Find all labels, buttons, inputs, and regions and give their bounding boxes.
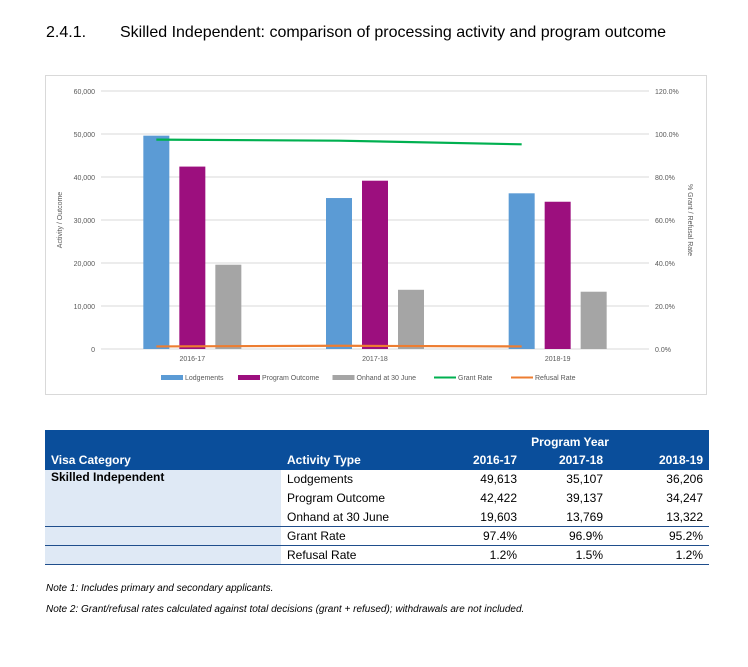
combo-chart: 0 10,000 20,000 30,000 40,000 50,000 60,000 0.0… xyxy=(57,89,693,382)
visa-category-header: Visa Category xyxy=(45,450,281,470)
year-header: 2017-18 xyxy=(523,450,609,470)
y-tick-label: 10,000 xyxy=(74,304,96,311)
program-year-header: Program Year xyxy=(431,431,709,451)
legend-label: Program Outcome xyxy=(262,375,319,382)
activity-type-header: Activity Type xyxy=(281,450,431,470)
value-cell: 97.4% xyxy=(431,526,523,546)
y-axis-title: Activity / Outcome xyxy=(57,192,64,249)
activity-cell: Program Outcome xyxy=(287,491,386,505)
bar xyxy=(143,135,170,349)
table-row: Program Outcome 42,422 39,137 34,247 xyxy=(45,489,709,508)
chart-container: 0 10,000 20,000 30,000 40,000 50,000 60,000 0.0… xyxy=(45,75,707,395)
bar xyxy=(580,291,607,349)
header-spacer xyxy=(45,431,281,451)
bar xyxy=(362,180,388,349)
visa-category-cell xyxy=(45,545,281,565)
visa-category-cell: Skilled Independent xyxy=(45,469,281,527)
y-tick-label: 0 xyxy=(91,347,95,354)
value-cell: 39,137 xyxy=(566,491,603,505)
y2-tick-label: 40.0% xyxy=(655,261,675,268)
y-tick-label: 30,000 xyxy=(74,218,96,225)
section-title: Skilled Independent: comparison of proce… xyxy=(120,24,667,41)
section-number: 2.4.1. xyxy=(46,24,87,41)
series-line xyxy=(156,138,522,146)
series-line xyxy=(156,344,522,348)
value-cell: 13,769 xyxy=(523,507,609,527)
x-tick-label: 2016-17 xyxy=(179,356,205,363)
legend-label: Refusal Rate xyxy=(535,375,576,382)
y2-tick-label: 100.0% xyxy=(655,132,679,139)
x-tick-label: 2017-18 xyxy=(362,356,388,363)
legend-label: Lodgements xyxy=(185,375,224,382)
table-header-row-1: Program Year xyxy=(45,431,709,451)
footnote: Note 2: Grant/refusal rates calculated a… xyxy=(46,604,525,615)
bar xyxy=(508,193,535,349)
value-cell: 35,107 xyxy=(566,472,603,486)
data-table: Program Year Visa Category Activity Type… xyxy=(45,430,709,565)
bar xyxy=(398,289,424,349)
value-cell: 19,603 xyxy=(431,507,523,527)
visa-category-cell xyxy=(45,526,281,546)
value-cell: 1.2% xyxy=(609,545,709,565)
bar xyxy=(179,166,206,349)
legend-swatch xyxy=(161,375,183,380)
table-header-row-2: Visa Category Activity Type 2016-17 2017… xyxy=(45,450,709,470)
table-row: Onhand at 30 June 19,603 13,769 13,322 xyxy=(45,507,709,527)
y2-tick-label: 80.0% xyxy=(655,175,675,182)
activity-cell: Grant Rate xyxy=(281,526,431,546)
year-header: 2018-19 xyxy=(609,450,709,470)
value-cell: 42,422 xyxy=(480,491,517,505)
bar xyxy=(215,264,242,349)
table-row: Skilled Independent Lodgements 49,613 35… xyxy=(45,469,709,527)
activity-cell: Refusal Rate xyxy=(281,545,431,565)
value-cell: 36,206 xyxy=(666,472,703,486)
activity-cell: Onhand at 30 June xyxy=(281,507,431,527)
header-spacer xyxy=(281,431,431,451)
y2-tick-label: 120.0% xyxy=(655,89,679,96)
value-cell: 34,247 xyxy=(666,491,703,505)
year-header: 2016-17 xyxy=(431,450,523,470)
y2-tick-label: 20.0% xyxy=(655,304,675,311)
y-tick-label: 50,000 xyxy=(74,132,96,139)
y-tick-label: 60,000 xyxy=(74,89,96,96)
legend-swatch xyxy=(238,375,260,380)
y-tick-label: 20,000 xyxy=(74,261,96,268)
y-tick-label: 40,000 xyxy=(74,175,96,182)
legend-label: Onhand at 30 June xyxy=(357,375,417,382)
activity-cell: Lodgements xyxy=(287,472,354,486)
value-cell: 1.2% xyxy=(431,545,523,565)
legend-label: Grant Rate xyxy=(458,375,492,382)
table-row: Grant Rate 97.4% 96.9% 95.2% xyxy=(45,526,709,546)
x-tick-label: 2018-19 xyxy=(545,356,571,363)
bar xyxy=(326,198,352,349)
value-cell: 13,322 xyxy=(609,507,709,527)
footnote: Note 1: Includes primary and secondary a… xyxy=(46,583,274,594)
y2-tick-label: 0.0% xyxy=(655,347,671,354)
table-row: Refusal Rate 1.2% 1.5% 1.2% xyxy=(45,545,709,565)
value-cell: 95.2% xyxy=(609,526,709,546)
bar xyxy=(544,201,571,349)
value-cell: 96.9% xyxy=(523,526,609,546)
y2-tick-label: 60.0% xyxy=(655,218,675,225)
legend-swatch xyxy=(332,375,355,380)
value-cell: 1.5% xyxy=(523,545,609,565)
value-cell: 49,613 xyxy=(480,472,517,486)
y2-axis-title: % Grant / Refusal Rate xyxy=(686,184,693,256)
